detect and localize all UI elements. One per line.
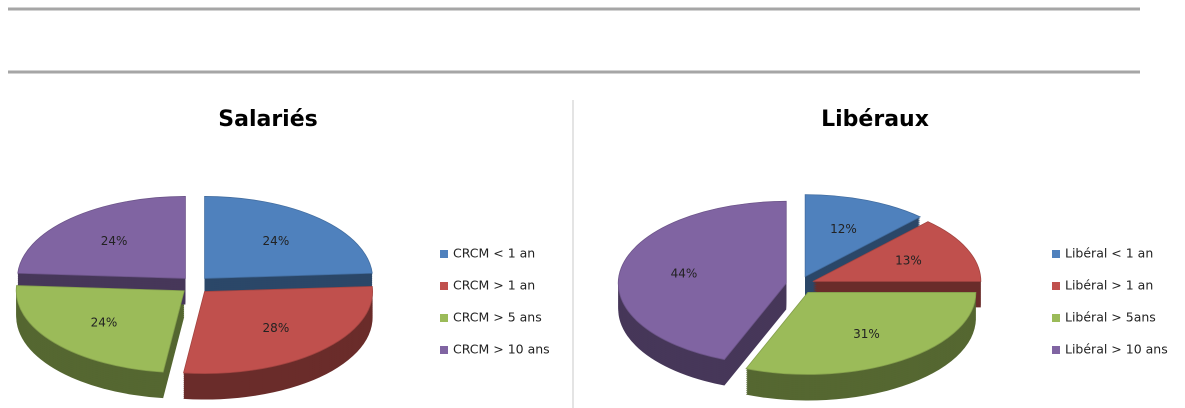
slice-top bbox=[17, 196, 186, 279]
data-label: 24% bbox=[263, 234, 290, 248]
data-label: 24% bbox=[91, 316, 118, 330]
slice-top bbox=[617, 200, 787, 360]
legend-label: Libéral > 1 an bbox=[1065, 278, 1153, 293]
legend-swatch bbox=[440, 346, 448, 354]
slice-top bbox=[183, 286, 373, 374]
legend-label: CRCM > 5 ans bbox=[453, 310, 542, 325]
legend-swatch bbox=[1052, 314, 1060, 322]
data-label: 31% bbox=[853, 327, 880, 341]
chart-title: Libéraux bbox=[821, 107, 929, 132]
legend-label: Libéral < 1 an bbox=[1065, 246, 1153, 261]
slice-top bbox=[812, 221, 982, 282]
legend-label: Libéral > 10 ans bbox=[1065, 342, 1168, 357]
slice-top bbox=[15, 285, 185, 373]
legend-label: CRCM > 10 ans bbox=[453, 342, 550, 357]
data-label: 12% bbox=[830, 222, 857, 236]
legend-label: CRCM > 1 an bbox=[453, 278, 535, 293]
legend-swatch bbox=[1052, 282, 1060, 290]
data-label: 44% bbox=[671, 266, 698, 280]
chart-title: Salariés bbox=[218, 107, 317, 132]
legend-swatch bbox=[440, 282, 448, 290]
legend-label: CRCM < 1 an bbox=[453, 246, 535, 261]
legend-label: Libéral > 5ans bbox=[1065, 310, 1156, 325]
slice-top bbox=[204, 196, 373, 279]
legend-swatch bbox=[440, 314, 448, 322]
data-label: 28% bbox=[263, 321, 290, 335]
legend-swatch bbox=[1052, 346, 1060, 354]
legend-swatch bbox=[440, 250, 448, 258]
slice-top bbox=[804, 194, 922, 278]
data-label: 13% bbox=[895, 254, 922, 268]
slice-top bbox=[745, 292, 977, 375]
data-label: 24% bbox=[101, 234, 128, 248]
legend-swatch bbox=[1052, 250, 1060, 258]
